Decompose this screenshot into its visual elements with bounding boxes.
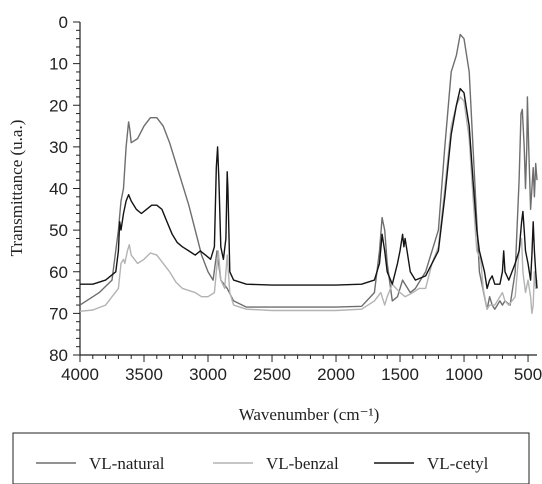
y-tick-label: 70 (49, 304, 68, 323)
y-tick-label: 20 (49, 96, 68, 115)
y-tick-label: 50 (49, 221, 68, 240)
x-axis-title: Wavenumber (cm⁻¹) (239, 405, 380, 424)
series-line-vl-cetyl (80, 87, 538, 290)
y-tick-label: 30 (49, 138, 68, 157)
legend-label: VL-cetyl (427, 454, 489, 473)
legend-label: VL-natural (89, 454, 165, 473)
y-axis-ticks: 0 10 20 30 40 50 60 70 80 (49, 13, 80, 365)
x-tick-label: 4000 (61, 365, 99, 384)
x-tick-label: 2000 (317, 365, 355, 384)
x-tick-label: 3000 (189, 365, 227, 384)
series-line-vl-natural (79, 33, 538, 310)
legend: VL-natural VL-benzal VL-cetyl (12, 432, 530, 484)
x-tick-label: 500 (514, 365, 542, 384)
legend-box (12, 432, 530, 484)
series-layer (79, 33, 538, 315)
x-tick-label: 2500 (253, 365, 291, 384)
x-tick-label: 1000 (445, 365, 483, 384)
x-tick-label: 1500 (381, 365, 419, 384)
y-tick-label: 80 (49, 346, 68, 365)
y-tick-label: 10 (49, 55, 68, 74)
y-tick-label: 40 (49, 180, 68, 199)
series-line-vl-benzal (79, 96, 538, 315)
x-tick-label: 3500 (125, 365, 163, 384)
legend-label: VL-benzal (266, 454, 339, 473)
y-tick-label: 0 (59, 13, 68, 32)
y-tick-label: 60 (49, 263, 68, 282)
plot-frame (79, 22, 537, 356)
y-axis-title: Transmittance (u.a.) (7, 120, 26, 257)
x-axis-ticks: 4000 3500 3000 2500 2000 1500 1000 500 (61, 355, 542, 384)
